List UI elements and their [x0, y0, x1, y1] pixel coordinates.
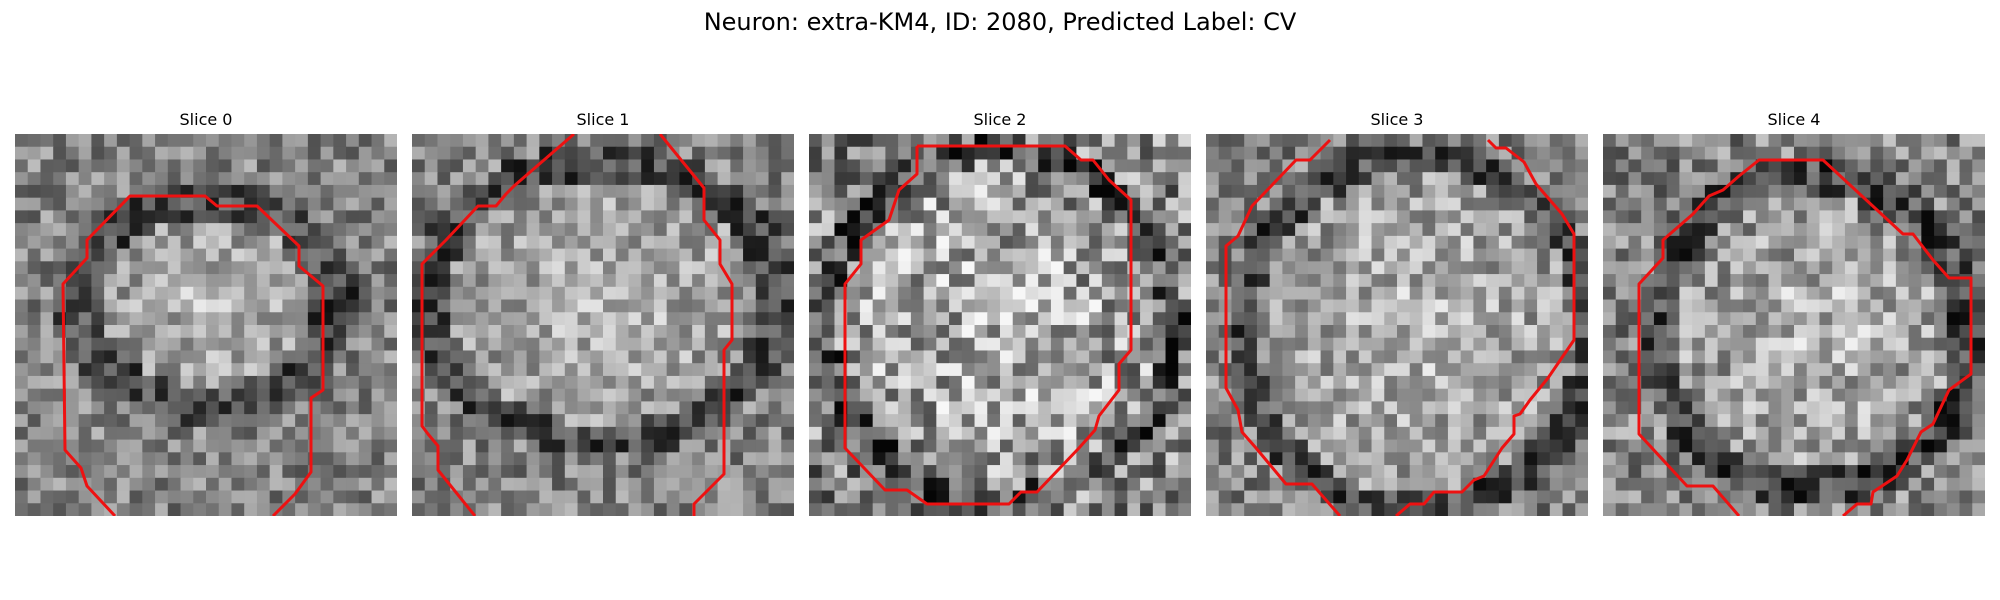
pixel-grid-2 [809, 134, 1191, 516]
panel-title-slice-3: Slice 3 [1370, 110, 1424, 129]
slice-image-1 [412, 134, 794, 516]
contour-line-1 [420, 134, 575, 516]
panel-title-slice-2: Slice 2 [973, 110, 1027, 129]
contour-line-4 [1637, 158, 1973, 516]
slice-svg-0 [15, 134, 397, 516]
contour-line-1b [658, 134, 734, 516]
slice-image-4 [1603, 134, 1985, 516]
panel-title-slice-4: Slice 4 [1767, 110, 1821, 129]
pixel-grid-1 [412, 134, 794, 516]
contour-line-3b [1395, 138, 1576, 516]
figure-title: Neuron: extra-KM4, ID: 2080, Predicted L… [703, 8, 1297, 36]
slice-image-2 [809, 134, 1191, 516]
slice-svg-1 [412, 134, 794, 516]
pixel-grid-0 [15, 134, 397, 516]
pixel-grid-4 [1603, 134, 1985, 516]
contour-line-0 [61, 194, 325, 516]
slice-svg-2 [809, 134, 1191, 516]
slice-svg-3 [1206, 134, 1588, 516]
contour-line-2 [843, 144, 1133, 506]
pixel-grid-3 [1206, 134, 1588, 516]
slice-svg-4 [1603, 134, 1985, 516]
slice-image-3 [1206, 134, 1588, 516]
slice-image-0 [15, 134, 397, 516]
contour-line-3a [1224, 138, 1342, 516]
panel-title-slice-0: Slice 0 [179, 110, 233, 129]
panel-title-slice-1: Slice 1 [576, 110, 630, 129]
